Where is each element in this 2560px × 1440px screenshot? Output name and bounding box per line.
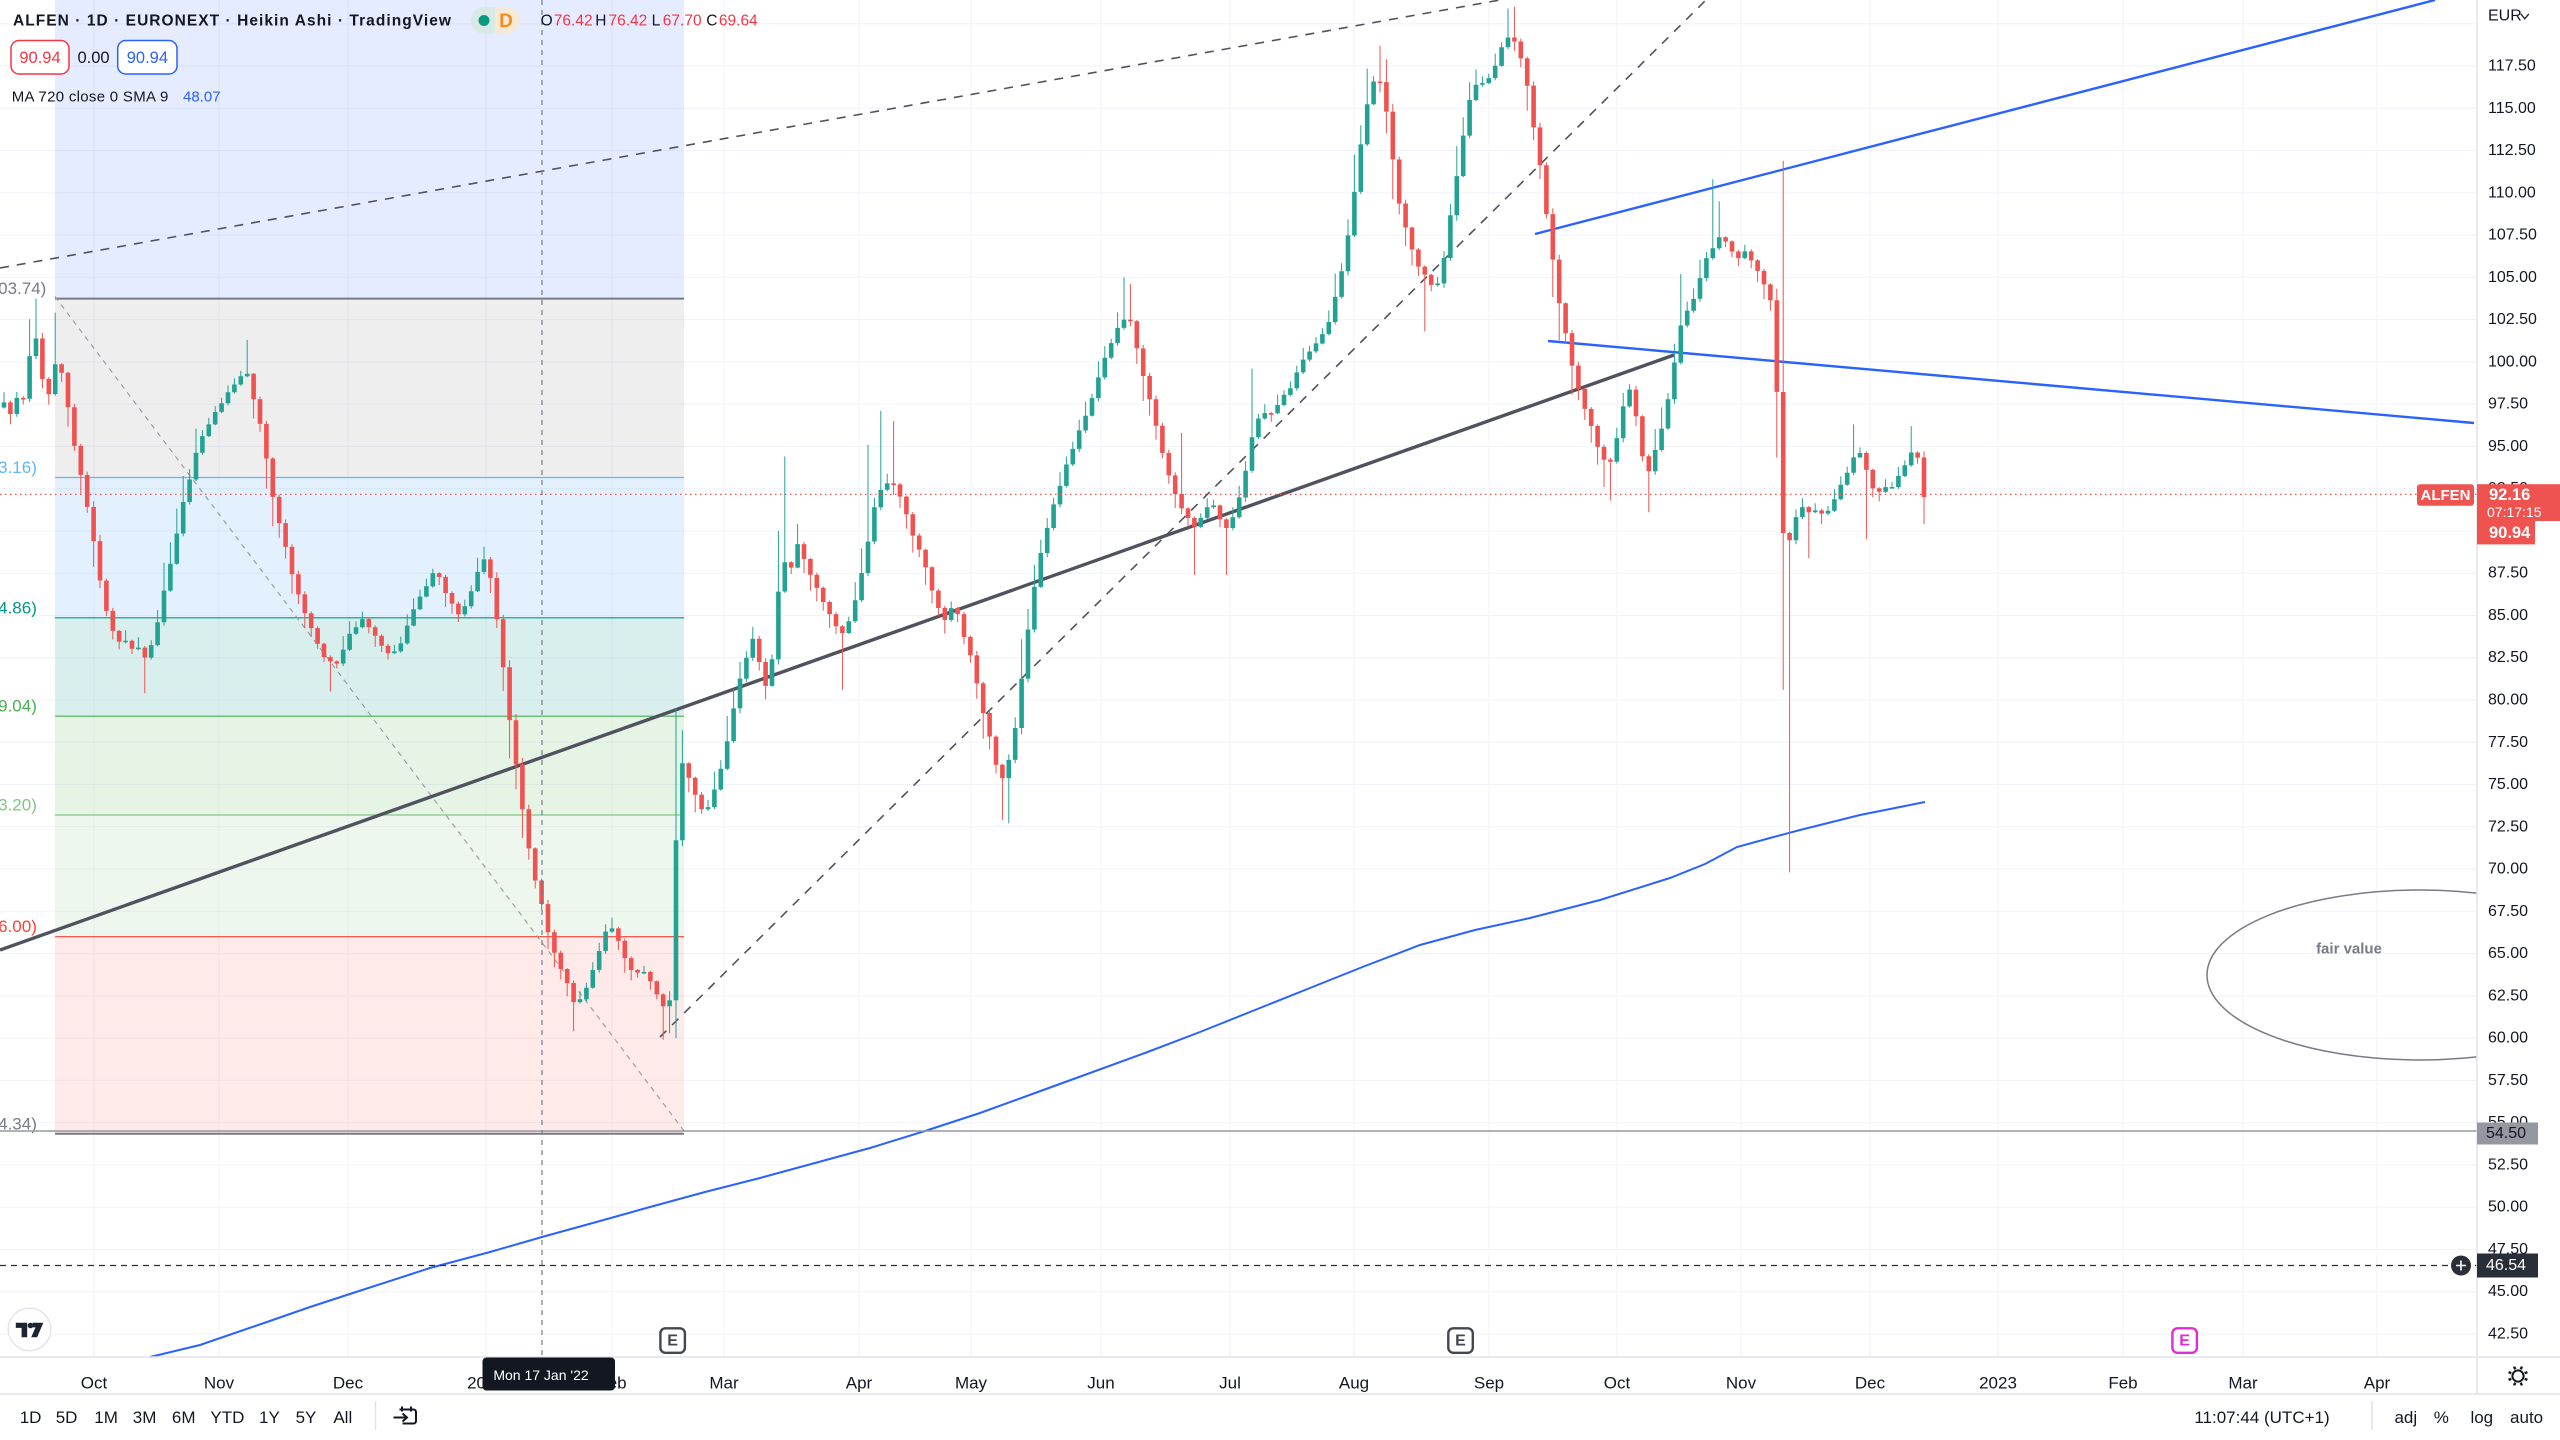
svg-text:6M: 6M bbox=[172, 1408, 196, 1427]
svg-text:ALFEN: ALFEN bbox=[2421, 487, 2471, 504]
svg-text:YTD: YTD bbox=[210, 1408, 244, 1427]
svg-text:65.00: 65.00 bbox=[2488, 945, 2528, 962]
svg-text:Sep: Sep bbox=[1474, 1374, 1504, 1393]
svg-text:46.54: 46.54 bbox=[2486, 1257, 2526, 1274]
svg-text:log: log bbox=[2470, 1408, 2493, 1427]
svg-text:95.00: 95.00 bbox=[2488, 438, 2528, 455]
svg-text:1D: 1D bbox=[20, 1408, 42, 1427]
svg-text:70.00: 70.00 bbox=[2488, 861, 2528, 878]
svg-text:75.00: 75.00 bbox=[2488, 776, 2528, 793]
svg-text:5Y: 5Y bbox=[296, 1408, 317, 1427]
svg-text:Nov: Nov bbox=[204, 1374, 235, 1393]
svg-text:117.50: 117.50 bbox=[2488, 58, 2536, 75]
svg-text:D: D bbox=[499, 11, 513, 32]
svg-text:(103.74): (103.74) bbox=[0, 279, 46, 298]
svg-text:82.50: 82.50 bbox=[2488, 649, 2528, 666]
svg-text:Oct: Oct bbox=[81, 1374, 108, 1393]
svg-text:97.50: 97.50 bbox=[2488, 396, 2528, 413]
svg-text:90.94: 90.94 bbox=[2489, 524, 2531, 542]
svg-text:90.94: 90.94 bbox=[127, 49, 168, 67]
svg-text:80.00: 80.00 bbox=[2488, 692, 2528, 709]
svg-text:105.00: 105.00 bbox=[2488, 269, 2537, 286]
svg-text:1M: 1M bbox=[94, 1408, 118, 1427]
svg-text:Jun: Jun bbox=[1087, 1374, 1114, 1393]
svg-text:60.00: 60.00 bbox=[2488, 1030, 2528, 1047]
svg-text:Dec: Dec bbox=[1855, 1374, 1886, 1393]
svg-text:E: E bbox=[667, 1333, 678, 1350]
svg-text:E: E bbox=[1455, 1333, 1466, 1350]
svg-text:57.50: 57.50 bbox=[2488, 1072, 2528, 1089]
svg-text:Mar: Mar bbox=[709, 1374, 739, 1393]
svg-text:Mon 17 Jan '22: Mon 17 Jan '22 bbox=[493, 1367, 589, 1383]
svg-text:Oct: Oct bbox=[1604, 1374, 1631, 1393]
svg-text:(66.00): (66.00) bbox=[0, 917, 37, 936]
svg-text:50.00: 50.00 bbox=[2488, 1199, 2528, 1216]
svg-text:Nov: Nov bbox=[1726, 1374, 1757, 1393]
svg-text:Apr: Apr bbox=[2364, 1374, 2391, 1393]
svg-text:Aug: Aug bbox=[1339, 1374, 1369, 1393]
svg-text:(73.20): (73.20) bbox=[0, 796, 37, 815]
svg-text:87.50: 87.50 bbox=[2488, 565, 2528, 582]
svg-text:fair value: fair value bbox=[2316, 941, 2382, 958]
svg-text:92.16: 92.16 bbox=[2489, 486, 2530, 504]
svg-text:11:07:44 (UTC+1): 11:07:44 (UTC+1) bbox=[2194, 1408, 2329, 1427]
svg-text:(54.34): (54.34) bbox=[0, 1114, 37, 1133]
svg-text:54.50: 54.50 bbox=[2486, 1125, 2526, 1142]
svg-text:adj: adj bbox=[2394, 1408, 2417, 1427]
svg-text:May: May bbox=[955, 1374, 988, 1393]
svg-text:5D: 5D bbox=[56, 1408, 78, 1427]
svg-text:107.50: 107.50 bbox=[2488, 227, 2537, 244]
svg-text:100.00: 100.00 bbox=[2488, 353, 2537, 370]
svg-text:(93.16): (93.16) bbox=[0, 458, 37, 477]
svg-text:E: E bbox=[2179, 1333, 2190, 1350]
svg-text:76.42: 76.42 bbox=[609, 13, 648, 30]
svg-text:EUR: EUR bbox=[2488, 8, 2522, 25]
svg-text:72.50: 72.50 bbox=[2488, 818, 2528, 835]
svg-text:Apr: Apr bbox=[846, 1374, 873, 1393]
svg-text:Mar: Mar bbox=[2228, 1374, 2258, 1393]
svg-text:Jul: Jul bbox=[1219, 1374, 1241, 1393]
svg-text:(84.86): (84.86) bbox=[0, 598, 37, 617]
svg-text:52.50: 52.50 bbox=[2488, 1156, 2528, 1173]
svg-text:C: C bbox=[706, 13, 717, 30]
svg-text:3M: 3M bbox=[133, 1408, 157, 1427]
svg-text:102.50: 102.50 bbox=[2488, 311, 2537, 328]
svg-text:90.94: 90.94 bbox=[19, 49, 60, 67]
svg-text:All: All bbox=[333, 1408, 352, 1427]
svg-text:112.50: 112.50 bbox=[2488, 142, 2536, 159]
svg-text:07:17:15: 07:17:15 bbox=[2487, 504, 2542, 520]
svg-text:(79.04): (79.04) bbox=[0, 697, 37, 716]
svg-text:67.50: 67.50 bbox=[2488, 903, 2528, 920]
svg-text:48.07: 48.07 bbox=[183, 89, 221, 106]
svg-text:77.50: 77.50 bbox=[2488, 734, 2528, 751]
svg-text:110.00: 110.00 bbox=[2488, 184, 2536, 201]
svg-text:2023: 2023 bbox=[1979, 1374, 2017, 1393]
svg-text:62.50: 62.50 bbox=[2488, 987, 2528, 1004]
svg-text:42.50: 42.50 bbox=[2488, 1326, 2528, 1343]
svg-text:76.42: 76.42 bbox=[554, 13, 593, 30]
svg-text:115.00: 115.00 bbox=[2488, 100, 2536, 117]
svg-text:auto: auto bbox=[2510, 1408, 2543, 1427]
svg-text:MA 720 close 0 SMA 9: MA 720 close 0 SMA 9 bbox=[12, 89, 169, 106]
svg-text:L: L bbox=[652, 13, 661, 30]
svg-text:1Y: 1Y bbox=[259, 1408, 280, 1427]
svg-text:H: H bbox=[595, 13, 606, 30]
svg-text:%: % bbox=[2434, 1408, 2449, 1427]
svg-text:ALFEN · 1D · EURONEXT · Heikin: ALFEN · 1D · EURONEXT · Heikin Ashi · Tr… bbox=[13, 13, 452, 30]
svg-text:Dec: Dec bbox=[333, 1374, 364, 1393]
svg-text:45.00: 45.00 bbox=[2488, 1283, 2528, 1300]
svg-text:85.00: 85.00 bbox=[2488, 607, 2528, 624]
svg-text:Feb: Feb bbox=[2108, 1374, 2137, 1393]
svg-text:O: O bbox=[541, 13, 553, 30]
svg-text:69.64: 69.64 bbox=[719, 13, 758, 30]
svg-text:0.00: 0.00 bbox=[77, 49, 109, 67]
svg-text:67.70: 67.70 bbox=[663, 13, 702, 30]
